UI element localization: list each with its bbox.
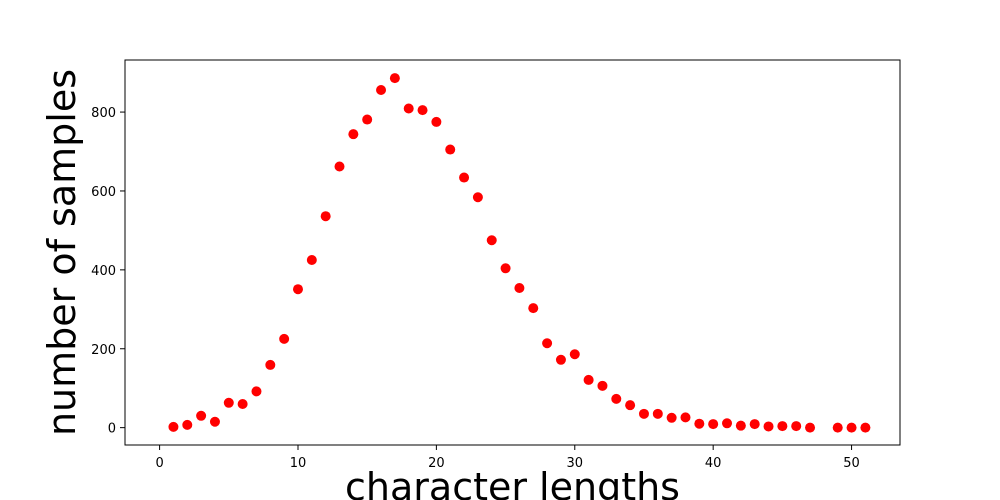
y-axis-label: number of samples xyxy=(40,69,84,436)
data-point xyxy=(832,422,843,433)
data-point xyxy=(389,73,400,84)
data-point xyxy=(805,422,816,433)
y-tick-label: 600 xyxy=(91,185,116,200)
y-tick-label: 800 xyxy=(91,106,116,121)
data-point xyxy=(860,422,871,433)
data-point xyxy=(555,354,566,365)
data-point xyxy=(223,397,234,408)
data-point xyxy=(486,235,497,246)
x-tick-label: 30 xyxy=(567,456,584,471)
data-point xyxy=(376,84,387,95)
data-point xyxy=(306,254,317,265)
data-point xyxy=(459,172,470,183)
data-point xyxy=(542,338,553,349)
data-point xyxy=(279,333,290,344)
data-point xyxy=(265,359,276,370)
data-point xyxy=(694,418,705,429)
data-point xyxy=(763,421,774,432)
data-point xyxy=(569,349,580,360)
x-tick-label: 50 xyxy=(843,456,860,471)
data-point xyxy=(583,374,594,385)
y-tick-label: 200 xyxy=(91,343,116,358)
data-point xyxy=(417,105,428,116)
y-axis-ticks: 0 200 400 600 800 xyxy=(91,106,125,437)
data-point xyxy=(472,192,483,203)
plot-area-frame xyxy=(124,59,901,446)
data-point xyxy=(209,416,220,427)
data-point xyxy=(611,393,622,404)
data-point xyxy=(722,418,733,429)
data-point xyxy=(320,211,331,222)
data-point xyxy=(196,410,207,421)
data-point xyxy=(680,412,691,423)
data-point xyxy=(749,419,760,430)
data-point xyxy=(777,421,788,432)
data-point xyxy=(528,303,539,314)
x-axis-ticks: 0 10 20 30 40 50 xyxy=(155,445,860,471)
x-axis-label: character lengths xyxy=(345,465,680,500)
data-point xyxy=(597,380,608,391)
data-point xyxy=(237,398,248,409)
data-point xyxy=(500,263,511,274)
data-point xyxy=(251,386,262,397)
data-point xyxy=(431,116,442,127)
data-points xyxy=(168,73,871,433)
data-point xyxy=(791,421,802,432)
data-point xyxy=(362,114,373,125)
data-point xyxy=(625,400,636,411)
x-tick-label: 20 xyxy=(428,456,445,471)
data-point xyxy=(638,408,649,419)
data-point xyxy=(292,284,303,295)
data-point xyxy=(445,144,456,155)
data-point xyxy=(182,419,193,430)
data-point xyxy=(514,283,525,293)
data-point xyxy=(666,412,677,423)
data-point xyxy=(334,161,345,172)
x-tick-label: 10 xyxy=(290,456,307,471)
y-tick-label: 0 xyxy=(108,422,116,437)
data-point xyxy=(403,103,414,114)
data-point xyxy=(652,408,663,419)
data-point xyxy=(846,422,857,433)
y-tick-label: 400 xyxy=(91,264,116,279)
data-point xyxy=(735,420,746,431)
data-point xyxy=(168,421,179,432)
data-point xyxy=(348,129,359,140)
x-tick-label: 40 xyxy=(705,456,722,471)
x-tick-label: 0 xyxy=(155,456,163,471)
data-point xyxy=(708,419,719,430)
